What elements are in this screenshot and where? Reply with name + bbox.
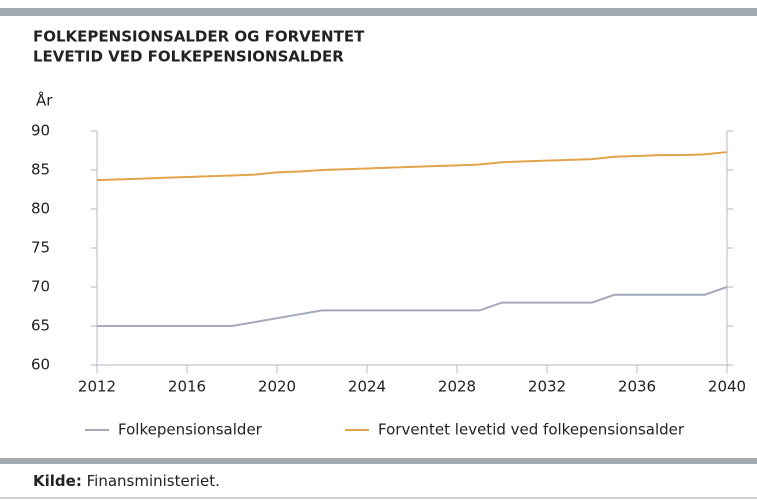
legend-label: Forventet levetid ved folkepensionsalder bbox=[378, 421, 685, 439]
y-tick-label: 80 bbox=[31, 200, 50, 218]
y-tick-label: 75 bbox=[31, 239, 50, 257]
y-tick-label: 65 bbox=[31, 317, 50, 335]
x-tick-label: 2032 bbox=[528, 378, 566, 396]
y-tick-label: 60 bbox=[31, 356, 50, 374]
x-tick-label: 2020 bbox=[258, 378, 296, 396]
source-band bbox=[0, 458, 757, 464]
y-tick-label: 90 bbox=[31, 122, 50, 140]
y-tick-label: 85 bbox=[31, 161, 50, 179]
source-text: Finansministeriet. bbox=[87, 472, 220, 490]
series-line bbox=[97, 286, 728, 327]
y-tick-label: 70 bbox=[31, 278, 50, 296]
x-tick-label: 2012 bbox=[78, 378, 116, 396]
legend-label: Folkepensionsalder bbox=[118, 421, 263, 439]
x-tick-label: 2024 bbox=[348, 378, 386, 396]
x-tick-label: 2036 bbox=[618, 378, 656, 396]
source-label: Kilde: bbox=[33, 472, 82, 490]
chart-title: LEVETID VED FOLKEPENSIONSALDER bbox=[33, 48, 344, 66]
top-band bbox=[0, 8, 757, 16]
x-tick-label: 2016 bbox=[168, 378, 206, 396]
x-tick-label: 2028 bbox=[438, 378, 476, 396]
y-axis-label: År bbox=[36, 91, 53, 110]
source: Kilde: Finansministeriet. bbox=[33, 472, 220, 490]
series-line bbox=[96, 151, 728, 182]
chart-title: FOLKEPENSIONSALDER OG FORVENTET bbox=[33, 28, 365, 46]
x-tick-label: 2040 bbox=[708, 378, 746, 396]
